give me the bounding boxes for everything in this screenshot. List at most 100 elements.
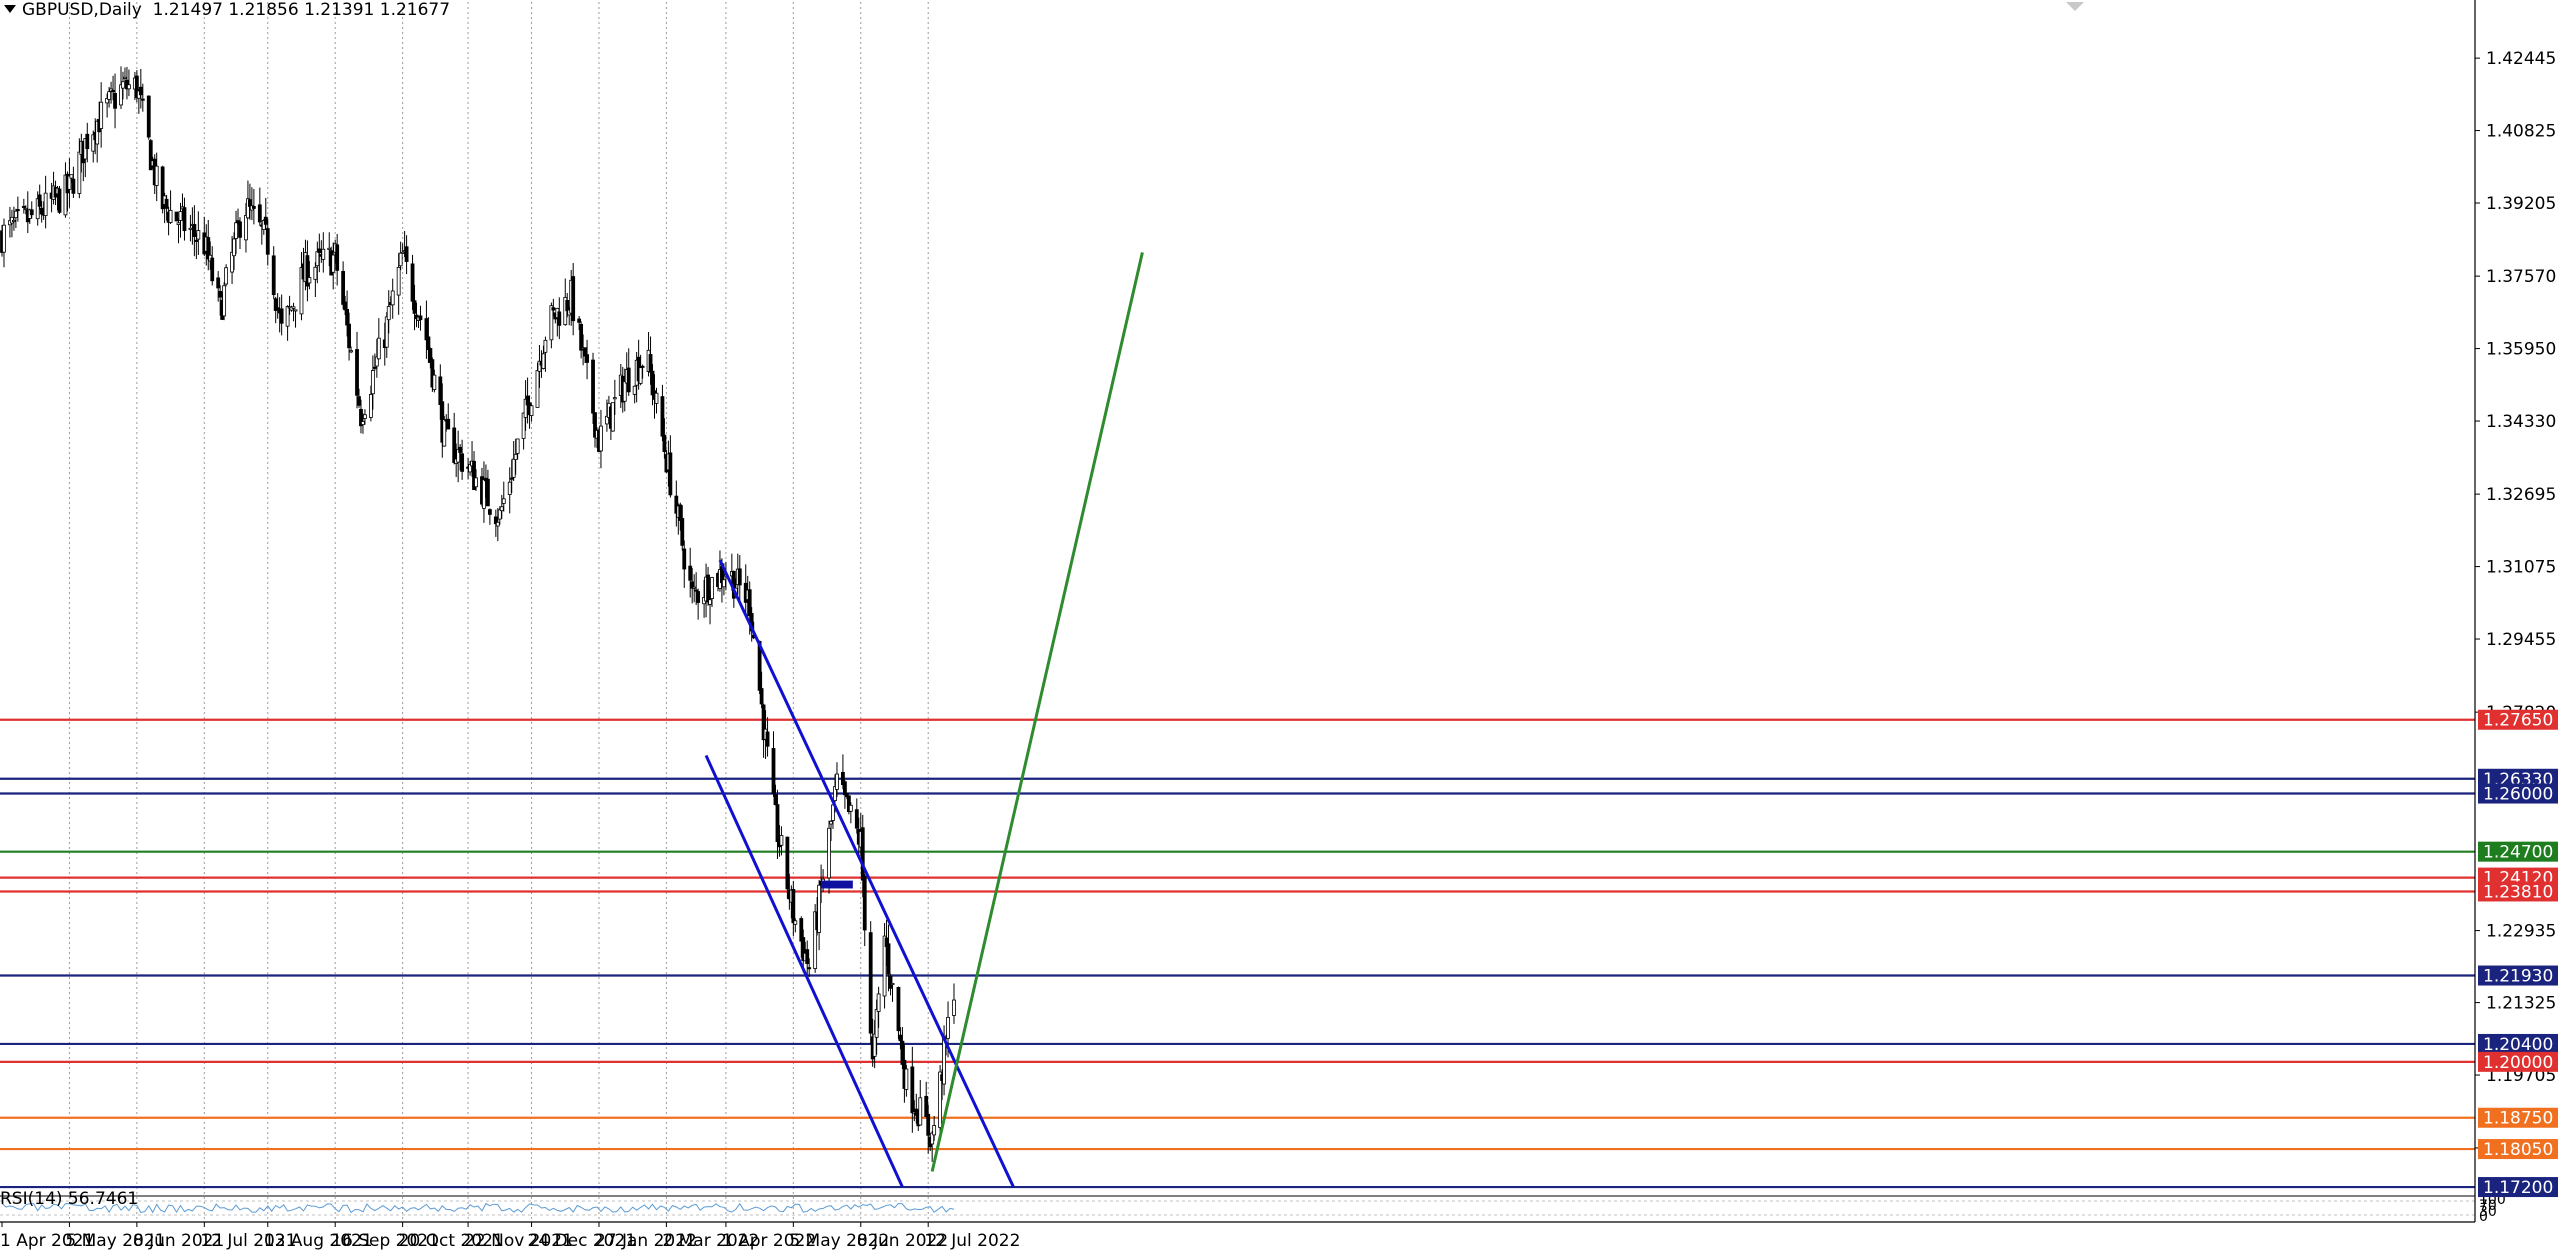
chart-shift-marker-icon[interactable]	[2066, 2, 2084, 11]
candle-down	[591, 359, 595, 414]
candle-down	[593, 412, 597, 438]
candle-up	[313, 266, 318, 280]
candle-up	[529, 405, 534, 416]
candle-up	[376, 337, 381, 360]
y-tick-label: 1.40825	[2486, 122, 2556, 142]
candle-down	[841, 771, 845, 786]
candle-up	[474, 477, 478, 488]
candle-down	[577, 318, 582, 323]
horizontal-levels	[0, 718, 2475, 1189]
y-tick-label: 1.35950	[2486, 340, 2556, 360]
candle-up	[168, 209, 173, 223]
candle-up	[176, 222, 181, 226]
level-tag-label: 1.18750	[2483, 1109, 2553, 1129]
highlight-box[interactable]	[821, 880, 853, 889]
x-tick-label: 1 Apr 2022	[722, 1231, 816, 1251]
candle-up	[632, 385, 637, 395]
candle-down	[668, 452, 673, 496]
candle-down	[146, 95, 151, 138]
candle-up	[813, 911, 818, 969]
chart-frame	[0, 0, 2476, 1223]
candlesticks	[0, 66, 956, 1162]
level-tag	[2478, 709, 2558, 730]
level-tags: 1.276501.263301.260001.247001.241201.238…	[2478, 709, 2558, 1198]
channel-upper-line[interactable]	[718, 559, 1015, 1188]
candle-down	[585, 354, 589, 363]
candle-down	[860, 827, 865, 881]
candle-up	[549, 305, 554, 341]
candle-down	[551, 307, 556, 311]
candle-down	[265, 228, 270, 255]
y-tick-label: 1.34330	[2486, 412, 2556, 432]
candle-up	[848, 804, 853, 812]
candle-up	[622, 381, 627, 402]
candle-down	[263, 216, 268, 225]
candle-up	[95, 120, 100, 145]
level-tag-label: 1.27650	[2483, 711, 2553, 731]
candle-up	[827, 827, 831, 879]
candle-down	[896, 986, 901, 1032]
candle-up	[77, 151, 82, 194]
candle-down	[640, 365, 645, 368]
candle-down	[410, 263, 415, 302]
candle-up	[361, 421, 365, 425]
level-tag-label: 1.21930	[2483, 967, 2553, 987]
candle-down	[341, 271, 346, 305]
candle-down	[565, 300, 570, 312]
x-tick-label: 8 Jun 2021	[133, 1231, 224, 1251]
candle-up	[234, 222, 238, 239]
candle-down	[345, 308, 349, 326]
candle-down	[696, 591, 701, 603]
candle-down	[29, 209, 34, 216]
candle-up	[612, 397, 617, 400]
candle-down	[279, 308, 284, 324]
candle-down	[660, 396, 665, 437]
y-tick-label: 1.29455	[2486, 630, 2556, 650]
candle-up	[817, 884, 822, 933]
candle-up	[400, 251, 405, 254]
candle-up	[232, 238, 236, 257]
candle-down	[57, 188, 62, 213]
candle-down	[238, 221, 242, 238]
candle-up	[293, 309, 298, 312]
symbol-label: GBPUSD,Daily	[22, 0, 142, 20]
candle-down	[773, 794, 778, 806]
candle-up	[890, 983, 895, 986]
candle-down	[888, 975, 893, 989]
candle-down	[343, 301, 348, 311]
candle-up	[605, 415, 609, 425]
vertical-grid	[68, 2, 929, 1222]
candle-down	[626, 367, 631, 393]
candle-down	[791, 888, 796, 924]
level-tag-label: 1.24700	[2483, 843, 2553, 863]
candle-down	[868, 932, 873, 1034]
candle-down	[571, 276, 576, 322]
rsi-scale-label: 70	[2479, 1198, 2497, 1214]
level-tag	[2478, 841, 2558, 862]
x-tick-label: 5 May 2022	[789, 1231, 889, 1251]
candle-up	[882, 935, 887, 997]
level-tag-label: 1.20400	[2483, 1035, 2553, 1055]
candle-down	[452, 427, 457, 464]
candle-up	[952, 999, 956, 1016]
candle-up	[307, 277, 312, 284]
candle-up	[932, 1125, 937, 1136]
candle-up	[390, 290, 395, 306]
rsi-label: RSI(14) 56.7461	[0, 1189, 139, 1209]
level-tag	[2478, 1051, 2558, 1072]
candle-up	[291, 306, 296, 309]
channel-lower-line[interactable]	[704, 754, 904, 1188]
candle-up	[710, 577, 714, 599]
candle-down	[759, 688, 764, 705]
candle-up	[495, 521, 500, 527]
candle-up	[23, 207, 28, 210]
level-tag	[2478, 881, 2558, 902]
candle-up	[541, 353, 546, 369]
dropdown-triangle-icon[interactable]	[4, 5, 16, 13]
candle-down	[487, 509, 492, 515]
uptrend-line[interactable]	[930, 252, 1144, 1172]
candle-down	[557, 311, 562, 326]
candle-up	[942, 1037, 946, 1085]
candle-up	[386, 306, 391, 321]
